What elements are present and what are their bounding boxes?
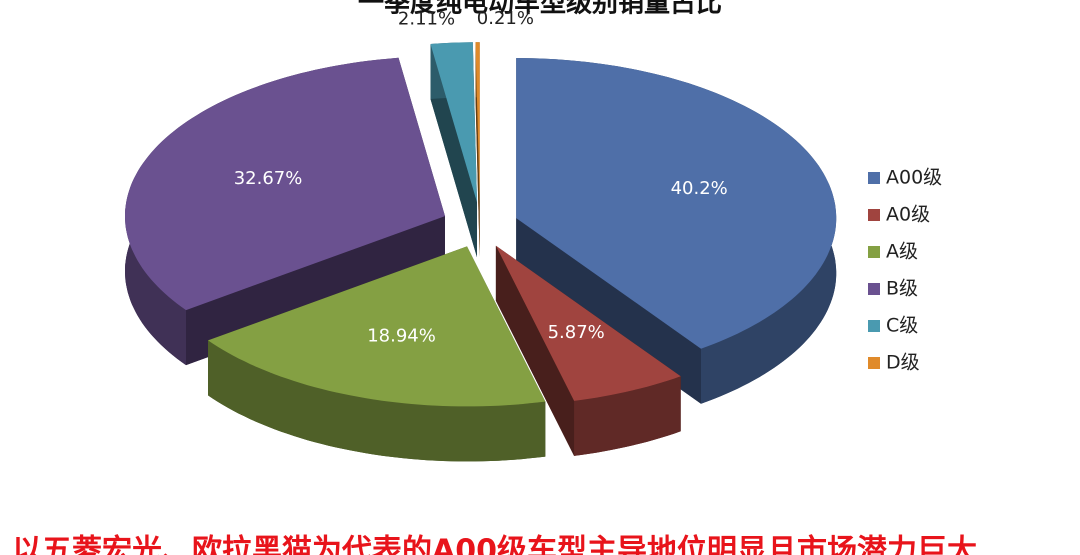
slice-side [495,245,575,456]
data-label: 5.87% [548,322,605,343]
legend-label: A级 [886,241,918,263]
data-label: 2.11% [398,9,455,30]
slice [208,246,546,407]
legend-label: B级 [886,278,918,300]
legend-swatch [868,357,880,369]
data-label: 18.94% [367,326,436,347]
legend-label: D级 [886,352,920,374]
slice [516,58,837,349]
slice [475,42,480,203]
legend-swatch [868,209,880,221]
legend-swatch [868,172,880,184]
data-label: 0.21% [477,8,534,29]
slice [430,42,477,203]
legend-label: C级 [886,315,918,337]
slice-wall [574,376,681,456]
data-label: 40.2% [671,178,728,199]
slice-side [516,218,701,404]
chart-title: 一季度纯电动车型级别销量占比 [358,0,722,19]
legend-swatch [868,283,880,295]
legend-swatch [868,320,880,332]
legend-swatch [868,246,880,258]
slice [495,245,681,401]
legend-label: A0级 [886,204,930,226]
slice [125,57,445,311]
caption: 以五菱宏光、欧拉黑猫为代表的A00级车型主导地位明显且市场潜力巨大 [12,534,977,555]
slice-wall [208,340,546,462]
legend-label: A00级 [886,167,942,189]
data-label: 32.67% [234,168,303,189]
